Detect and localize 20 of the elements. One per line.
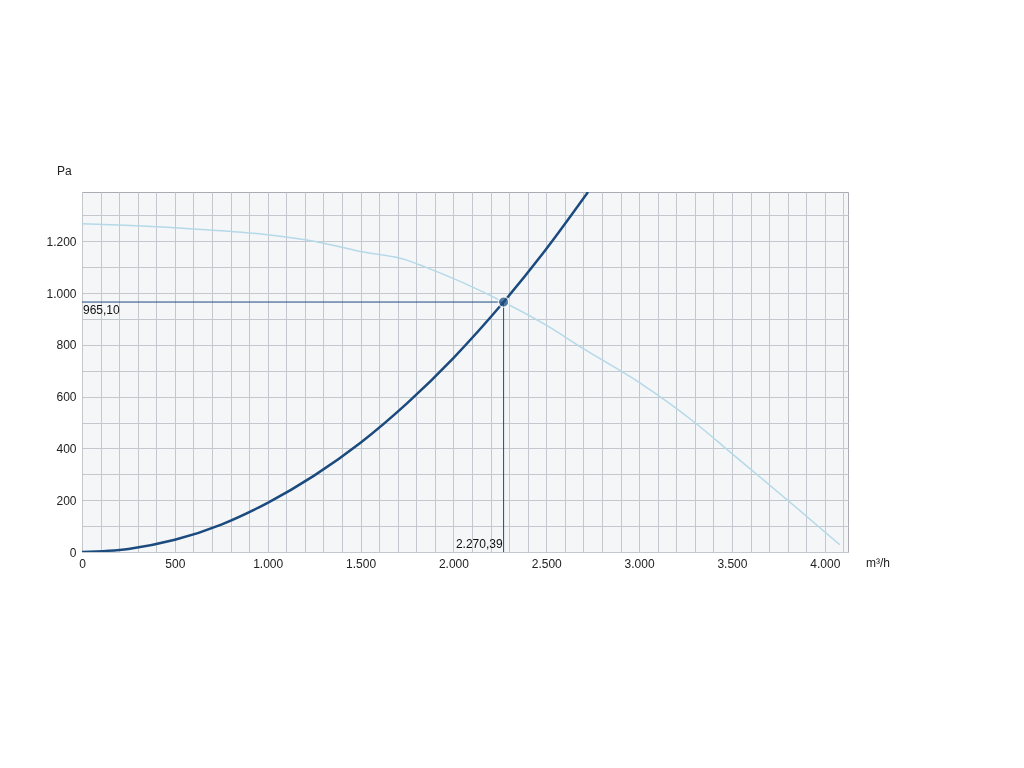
y-tick-label: 600 xyxy=(56,390,77,405)
x-axis-title: m³/h xyxy=(866,556,890,570)
y-tick-label: 200 xyxy=(56,493,77,508)
y-tick-label: 0 xyxy=(69,545,77,560)
y-tick-label: 800 xyxy=(56,338,77,353)
x-tick-label: 3.500 xyxy=(717,556,748,571)
ref-line-label: 965,10 xyxy=(83,303,121,318)
x-tick-label: 1.000 xyxy=(253,556,284,571)
x-tick-label: 2.000 xyxy=(438,556,470,571)
y-tick-label: 400 xyxy=(56,441,77,456)
x-tick-label: 3.000 xyxy=(624,556,655,571)
x-tick-label: 2.500 xyxy=(531,556,563,571)
ref-line-label: 2.270,39 xyxy=(455,537,503,551)
x-tick-label: 500 xyxy=(165,556,186,571)
y-tick-label: 1.200 xyxy=(46,234,77,249)
x-tick-label: 4.000 xyxy=(810,556,841,571)
y-axis-title: Pa xyxy=(57,164,72,178)
x-tick-label: 0 xyxy=(79,556,87,571)
y-tick-label: 1.000 xyxy=(46,286,77,301)
x-tick-label: 1.500 xyxy=(346,556,377,571)
